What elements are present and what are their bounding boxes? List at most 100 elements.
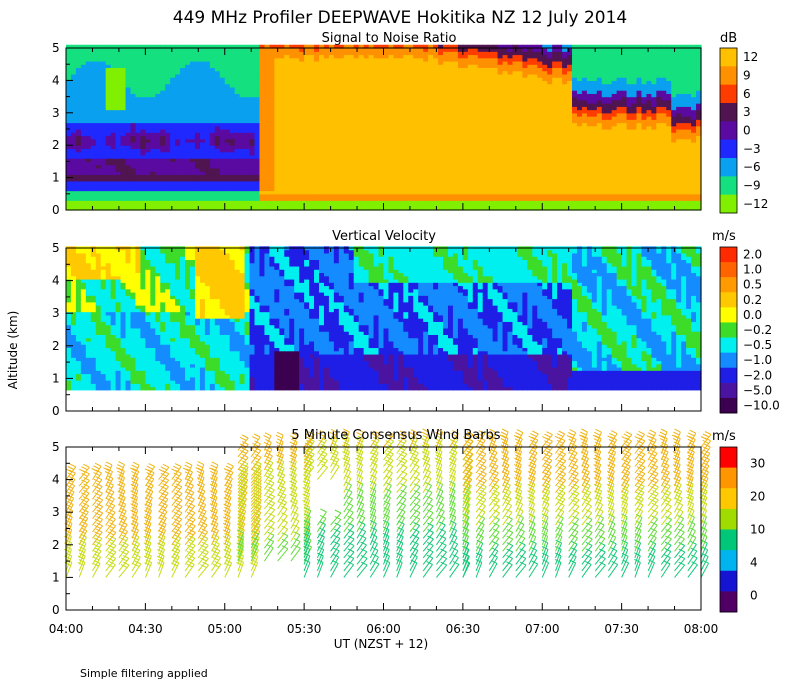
snr-cell: [224, 180, 231, 185]
snr-cell: [66, 77, 72, 81]
snr-cell: [204, 125, 211, 130]
snr-cell: [328, 54, 335, 59]
snr-cell: [373, 167, 380, 172]
snr-cell: [219, 206, 226, 211]
snr-cell: [264, 67, 270, 72]
snr-cell: [105, 161, 112, 166]
snr-cell: [358, 96, 365, 101]
snr-cell: [244, 171, 251, 175]
snr-cell: [373, 103, 380, 107]
snr-cell: [239, 206, 246, 211]
snr-cell: [100, 57, 107, 62]
snr-cell: [353, 167, 360, 172]
snr-cell: [165, 206, 171, 211]
snr-cell: [160, 151, 166, 156]
snr-cell: [328, 203, 335, 208]
snr-cell: [314, 151, 320, 156]
snr-cell: [284, 67, 290, 72]
snr-cell: [75, 206, 82, 211]
snr-cell: [338, 44, 345, 49]
snr-cell: [294, 135, 300, 140]
snr-cell: [413, 86, 419, 91]
snr-cell: [209, 177, 216, 182]
snr-cell: [229, 83, 236, 88]
snr-cell: [348, 206, 355, 211]
snr-cell: [199, 138, 206, 143]
snr-cell: [299, 112, 305, 117]
snr-cell: [165, 174, 171, 179]
snr-cell: [145, 180, 151, 185]
snr-cell: [289, 109, 295, 114]
snr-cell: [254, 141, 261, 146]
snr-cell: [95, 203, 102, 208]
snr-cell: [165, 184, 171, 188]
snr-cell: [75, 116, 82, 120]
snr-cell: [150, 103, 156, 107]
snr-cell: [358, 103, 365, 107]
snr-cell: [323, 174, 330, 179]
snr-cell: [190, 83, 196, 88]
snr-cell: [70, 60, 77, 65]
snr-cell: [368, 48, 375, 52]
snr-cell: [259, 86, 266, 91]
snr-cell: [95, 116, 102, 120]
snr-cell: [204, 193, 211, 198]
snr-cell: [105, 138, 112, 143]
snr-cell: [115, 145, 122, 150]
snr-cell: [105, 83, 112, 88]
snr-cell: [80, 60, 87, 65]
snr-cell: [368, 187, 375, 192]
snr-cell: [219, 141, 226, 146]
snr-cell: [378, 67, 385, 72]
snr-cell: [289, 116, 295, 120]
snr-cell: [105, 48, 112, 52]
snr-cell: [110, 145, 117, 150]
snr-cell: [209, 44, 216, 49]
snr-cell: [368, 96, 375, 101]
snr-cell: [85, 190, 92, 195]
snr-cell: [140, 86, 146, 91]
snr-cell: [323, 197, 330, 201]
snr-cell: [383, 161, 390, 166]
snr-cell: [224, 96, 231, 101]
snr-cell: [254, 158, 261, 162]
snr-cell: [254, 132, 261, 137]
snr-cell: [299, 122, 305, 127]
snr-cell: [284, 197, 290, 201]
snr-cell: [165, 154, 171, 159]
snr-cell: [180, 109, 186, 114]
snr-cell: [304, 86, 310, 91]
snr-cell: [90, 145, 97, 150]
snr-cell: [259, 67, 266, 72]
snr-cell: [299, 174, 305, 179]
snr-cell: [190, 197, 196, 201]
snr-cell: [309, 151, 315, 156]
snr-cell: [234, 177, 241, 182]
snr-cell: [328, 86, 335, 91]
snr-cell: [185, 93, 191, 98]
snr-cell: [110, 77, 117, 81]
snr-cell: [150, 60, 156, 65]
snr-cell: [209, 96, 216, 101]
snr-cell: [309, 197, 315, 201]
snr-cell: [125, 135, 132, 140]
snr-cell: [398, 51, 404, 56]
snr-cell: [338, 145, 345, 150]
snr-cell: [75, 109, 82, 114]
snr-cell: [214, 57, 221, 62]
snr-cell: [190, 122, 196, 127]
snr-cell: [254, 129, 261, 133]
snr-cell: [155, 83, 161, 88]
snr-cell: [160, 77, 166, 81]
snr-cell: [194, 171, 201, 175]
snr-cell: [105, 116, 112, 120]
snr-cell: [304, 51, 310, 56]
snr-cell: [85, 132, 92, 137]
snr-cell: [239, 80, 246, 85]
snr-cell: [110, 86, 117, 91]
snr-cell: [299, 135, 305, 140]
snr-cell: [199, 174, 206, 179]
snr-cell: [398, 129, 404, 133]
snr-cell: [398, 180, 404, 185]
snr-cell: [299, 54, 305, 59]
